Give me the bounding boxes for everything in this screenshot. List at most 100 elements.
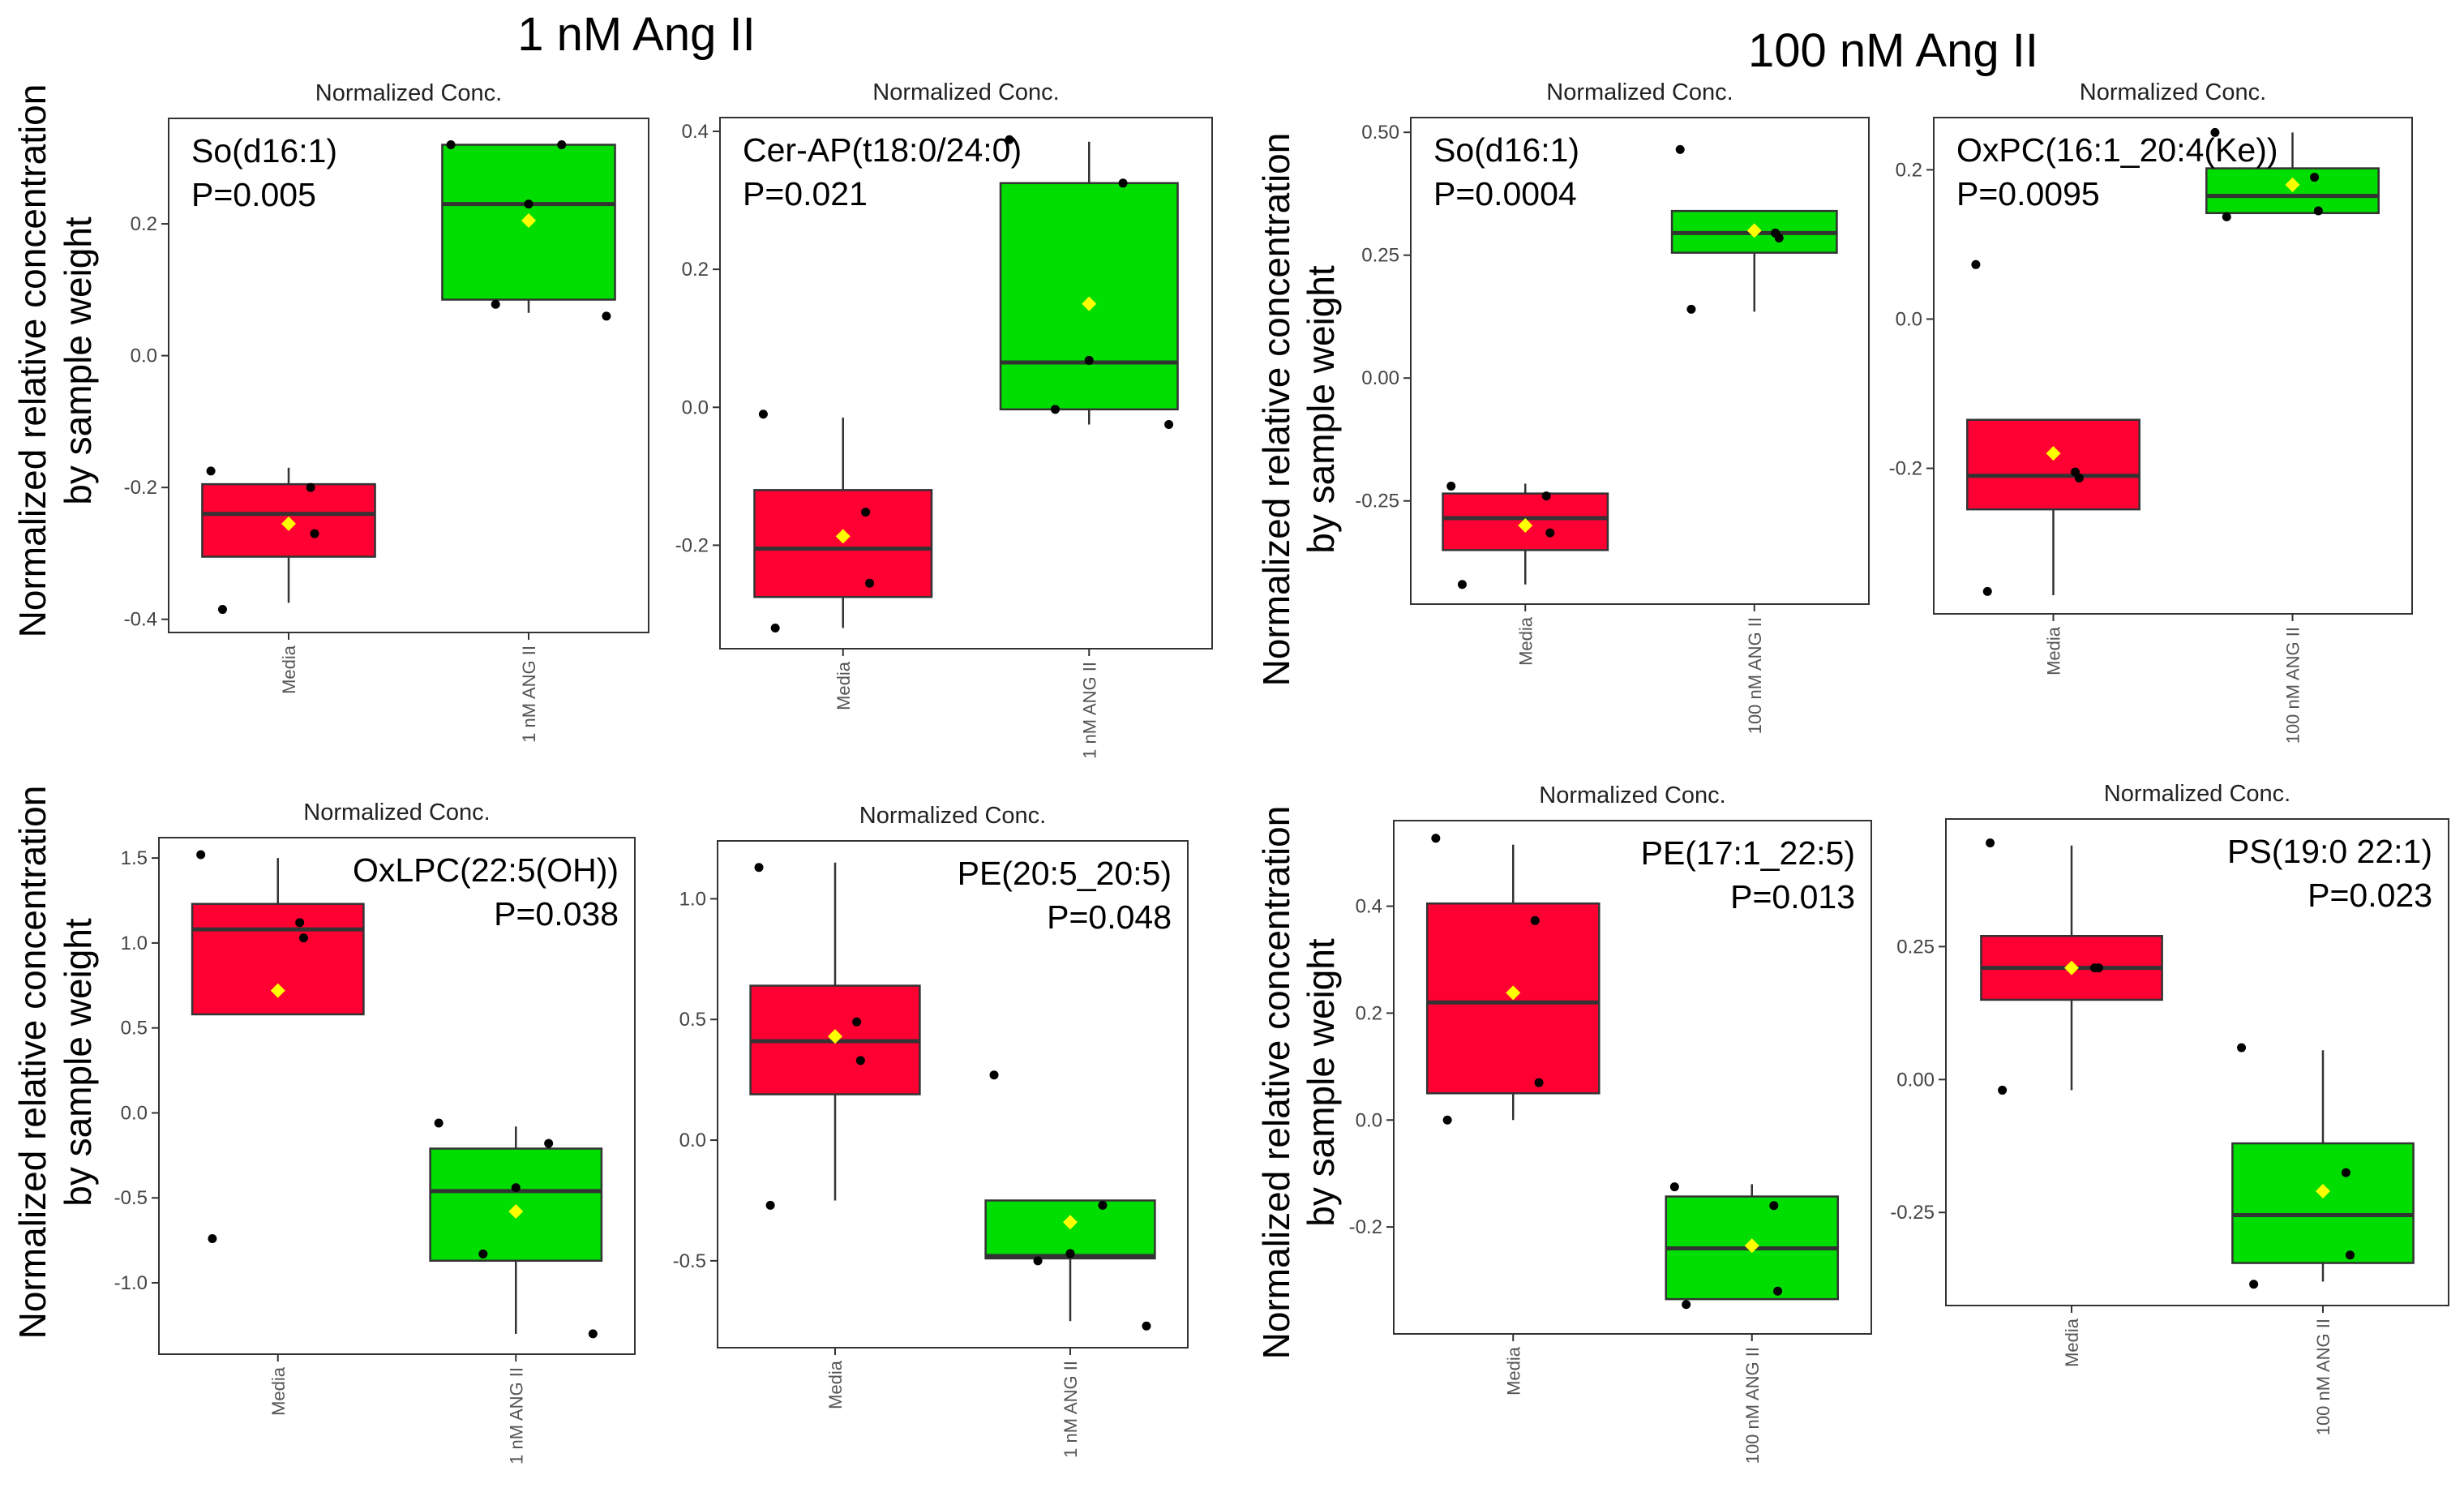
panel-title: Normalized Conc. [1546,79,1733,105]
data-point [434,1118,444,1128]
lipid-label: PS(19:0 22:1) [2227,833,2432,870]
y-tick-label: 0.00 [1361,367,1399,389]
y-tick-label: 0.5 [679,1009,706,1031]
y-tick-label: 0.0 [682,397,709,418]
chart-panel-1: Normalized Conc. -0.4 -0.2 0.0 0.2 Media 1 nM … [124,80,649,743]
y-tick-label: 0.00 [1896,1069,1935,1091]
y-axis-label-line1: Normalized relative concentration [1255,806,1297,1360]
data-point [2237,1043,2247,1053]
data-point [2222,212,2231,221]
chart-panel-8: Normalized Conc. -0.25 0.00 0.25 Media 100 nM… [1890,781,2449,1435]
data-point [544,1138,554,1148]
p-value-label: P=0.0095 [1956,175,2100,212]
data-point [1545,528,1555,538]
data-point [861,508,871,517]
y-tick-label: 0.0 [121,1102,148,1124]
data-point [306,482,315,492]
p-value-label: P=0.021 [743,175,868,212]
panel-title: Normalized Conc. [872,79,1059,105]
data-point [2074,474,2084,483]
data-point [1033,1256,1043,1266]
data-point [2341,1168,2350,1177]
data-point [491,299,500,309]
lipid-label: Cer-AP(t18:0/24:0) [743,131,1022,169]
chart-panel-6: Normalized Conc. -0.5 0.0 0.5 1.0 Media 1 nM A… [673,803,1189,1458]
y-tick-label: 0.2 [682,259,709,281]
chart-panel-2: Normalized Conc. -0.2 0.0 0.2 0.4 Media 1 nM A… [675,79,1213,759]
x-tick-label: 1 nM ANG II [1079,662,1099,759]
x-tick-label: 100 nM ANG II [2313,1318,2333,1435]
data-point [1769,1201,1779,1211]
data-point [1774,233,1784,242]
data-point [1084,355,1094,365]
data-point [310,529,319,538]
data-point [758,409,768,419]
group-title-100nm: 100 nM Ang II [1748,24,2038,77]
y-tick-label: -0.4 [124,609,157,631]
data-point [478,1249,488,1258]
y-tick-label: 0.50 [1361,122,1399,144]
p-value-label: P=0.048 [1047,898,1172,936]
data-point [770,623,780,632]
y-tick-label: -0.2 [1889,458,1922,480]
data-point [1098,1200,1108,1210]
data-point [765,1200,775,1210]
data-point [217,605,227,615]
data-point [1118,178,1128,188]
x-tick-label: 1 nM ANG II [519,645,539,743]
box-ang-ii [999,182,1179,411]
data-point [1971,259,1981,269]
y-tick-label: 0.0 [1896,308,1922,330]
data-point [1669,1182,1679,1192]
data-point [1534,1078,1544,1087]
data-point [2249,1280,2259,1289]
y-axis-label-line1: Normalized relative concentration [11,786,54,1340]
y-tick-label: -1.0 [114,1272,148,1294]
y-tick-label: -0.2 [1349,1216,1382,1238]
mean-marker [2285,177,2300,192]
data-point [2345,1250,2355,1260]
chart-panel-5: Normalized Conc. -1.0 -0.5 0.0 0.5 1.0 1.5 Medi… [114,800,636,1464]
box-ang-ii [2231,1142,2415,1264]
mean-marker [508,1203,524,1219]
y-tick-label: 0.2 [1356,1002,1382,1024]
y-tick-label: -0.25 [1890,1202,1935,1224]
y-tick-label: -0.2 [675,534,709,556]
data-point [754,863,764,873]
data-point [446,140,456,150]
mean-marker [828,1029,842,1044]
data-point [1982,586,1992,596]
mean-marker [1744,1238,1759,1254]
group-title-1nm: 1 nM Ang II [517,8,755,61]
panel-title: Normalized Conc. [2104,781,2290,807]
y-tick-label: 1.0 [679,888,706,910]
y-tick-label: 0.0 [131,345,157,367]
lipid-label: So(d16:1) [191,132,337,169]
lipid-label: OxLPC(22:5(OH)) [353,851,619,889]
panel-title: Normalized Conc. [315,80,502,106]
y-tick-label: -0.2 [124,477,157,499]
x-tick-label: Media [825,1360,846,1409]
mean-marker [2316,1184,2330,1199]
data-point [511,1183,521,1193]
x-tick-label: 1 nM ANG II [506,1367,526,1464]
x-tick-label: 100 nM ANG II [1742,1347,1763,1464]
lipid-label: OxPC(16:1_20:4(Ke)) [1956,131,2278,169]
mean-marker [270,983,285,998]
chart-panel-3: Normalized Conc. -0.25 0.00 0.25 0.50 Media 10… [1355,79,1870,734]
mean-marker [1082,296,1097,311]
y-axis-label-line2: by sample weight [57,918,99,1207]
data-point [1682,1300,1691,1310]
y-tick-label: 0.5 [121,1018,148,1040]
x-tick-label: Media [279,645,299,694]
y-axis-label-line2: by sample weight [1300,265,1342,554]
y-tick-label: 0.2 [131,213,157,235]
data-point [1530,915,1540,925]
data-point [1164,420,1174,430]
data-point [2210,127,2220,137]
mean-marker [1506,985,1521,1001]
x-tick-label: Media [2044,626,2064,675]
x-tick-label: Media [1503,1346,1523,1396]
x-tick-label: Media [833,661,854,710]
data-point [852,1017,862,1027]
